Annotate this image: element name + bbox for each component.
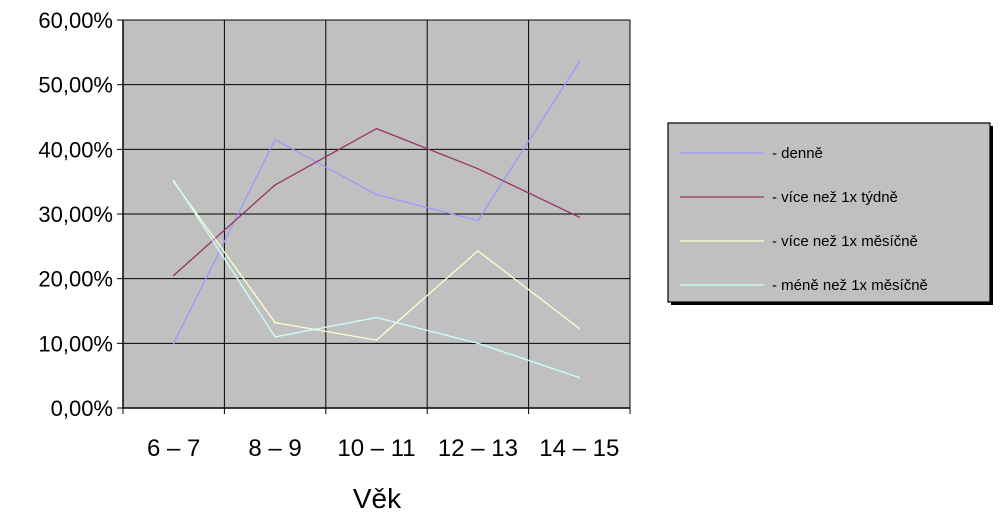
- legend: - denně - více než 1x týdně - více než 1x …: [667, 122, 993, 305]
- x-tick-label: 14 – 15: [539, 435, 619, 462]
- data-point: [172, 342, 175, 345]
- y-tick-label: 10,00%: [38, 331, 113, 356]
- data-point: [578, 216, 581, 219]
- data-point: [172, 274, 175, 277]
- y-tick-label: 50,00%: [38, 73, 113, 98]
- legend-label: - více než 1x měsíčně: [772, 233, 918, 250]
- y-axis: 0,00% 10,00% 20,00% 30,00% 40,00% 50,00% 60,00…: [38, 8, 124, 421]
- legend-label: - denně: [772, 145, 823, 162]
- y-tick-label: 30,00%: [38, 202, 113, 227]
- data-point: [375, 127, 378, 130]
- data-point: [274, 184, 276, 186]
- data-point: [375, 316, 378, 319]
- data-point: [477, 219, 479, 222]
- y-tick-label: 40,00%: [38, 137, 113, 162]
- data-point: [578, 327, 581, 330]
- x-axis: 6 – 7 8 – 9 10 – 11 12 – 13 14 – 15: [122, 407, 631, 462]
- series-layer: [172, 61, 581, 379]
- data-point: [172, 179, 175, 182]
- y-tick-label: 60,00%: [38, 8, 113, 33]
- legend-label: - méně než 1x měsíčně: [772, 277, 928, 294]
- data-point: [375, 193, 378, 196]
- data-point: [274, 138, 276, 141]
- data-point: [274, 336, 276, 338]
- data-point: [578, 376, 581, 379]
- x-tick-label: 6 – 7: [147, 435, 200, 462]
- data-point: [477, 250, 479, 252]
- x-tick-label: 10 – 11: [337, 435, 415, 462]
- data-point: [477, 167, 479, 170]
- y-tick-label: 0,00%: [51, 396, 113, 421]
- legend-label: - více než 1x týdně: [772, 189, 898, 206]
- x-axis-title: Věk: [353, 483, 402, 514]
- x-tick-label: 12 – 13: [438, 435, 518, 462]
- data-point: [578, 61, 581, 63]
- data-point: [274, 321, 276, 324]
- legend-box: [667, 122, 991, 303]
- x-tick-label: 8 – 9: [248, 435, 301, 462]
- data-point: [375, 339, 378, 341]
- data-point: [477, 342, 479, 345]
- plot-area: [123, 19, 631, 408]
- y-tick-label: 20,00%: [38, 267, 113, 292]
